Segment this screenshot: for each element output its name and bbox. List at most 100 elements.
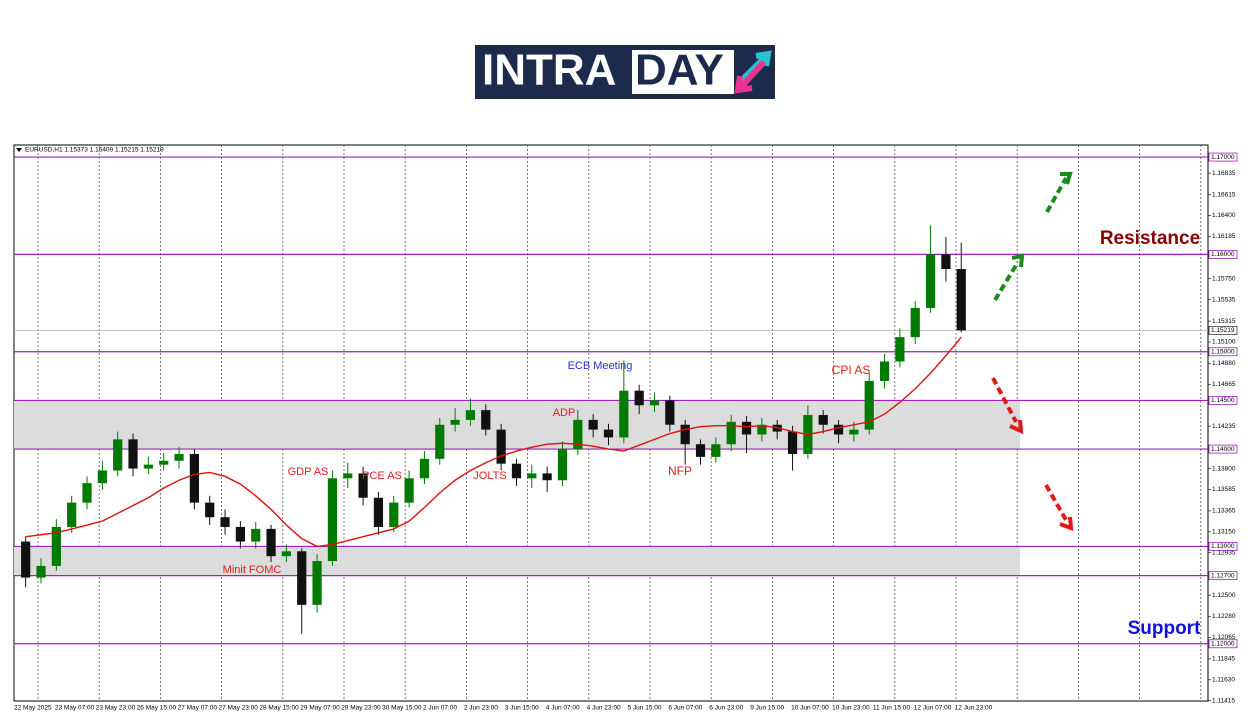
- x-tick-label: 12 Jun 23:00: [955, 705, 993, 712]
- x-tick-label: 11 Jun 15:00: [873, 705, 910, 712]
- candle-body: [511, 463, 522, 479]
- x-tick-label: 6 Jun 07:00: [668, 705, 702, 712]
- candle-body: [588, 419, 598, 430]
- y-tick-label: 1.12280: [1212, 613, 1236, 620]
- candle-body: [634, 390, 644, 406]
- candle-body: [266, 528, 276, 557]
- arrow-head: [1060, 172, 1073, 185]
- y-tick-label: 1.16615: [1212, 191, 1236, 198]
- candle-body: [82, 483, 92, 503]
- level-label: 1.17000: [1211, 154, 1235, 161]
- y-tick-label: 1.11630: [1212, 676, 1235, 683]
- candle-body: [327, 478, 338, 562]
- x-tick-label: 9 Jun 15:00: [750, 705, 784, 712]
- x-tick-label: 4 Jun 07:00: [546, 705, 580, 712]
- candle-body: [726, 421, 736, 445]
- y-tick-label: 1.16185: [1212, 233, 1236, 240]
- level-box: [1208, 347, 1238, 357]
- arrow: [991, 377, 1018, 423]
- x-tick-label: 2 Jun 07:00: [423, 705, 457, 712]
- y-tick-label: 1.14665: [1212, 381, 1236, 388]
- arrow: [1044, 484, 1068, 521]
- y-tick-label: 1.12935: [1212, 549, 1236, 556]
- annotation: JOLTS: [473, 470, 506, 482]
- candle-body: [925, 254, 936, 308]
- candle-body: [496, 429, 506, 464]
- annotation: ECB Meeting: [568, 360, 633, 372]
- x-tick-label: 6 Jun 23:00: [709, 705, 743, 712]
- x-tick-label: 29 May 23:00: [341, 705, 381, 712]
- x-tick-label: 23 May 23:00: [96, 705, 136, 712]
- y-tick-label: 1.11845: [1212, 656, 1235, 663]
- level-box: [1208, 542, 1238, 551]
- y-tick-label: 1.14880: [1212, 360, 1236, 367]
- candle-body: [833, 424, 844, 435]
- x-tick-label: 10 Jun 23:00: [832, 705, 870, 712]
- y-tick-label: 1.15100: [1212, 339, 1236, 346]
- candle-body: [711, 444, 721, 457]
- level-label: 1.12000: [1211, 640, 1235, 647]
- candle-body: [36, 565, 46, 578]
- logo-text: DAY: [635, 46, 724, 95]
- annotation: ADP: [553, 407, 576, 419]
- candle-body: [757, 424, 767, 435]
- candle-body: [235, 526, 245, 542]
- candle-body: [159, 460, 169, 465]
- level-box: [1208, 639, 1238, 649]
- candle-body: [695, 444, 706, 457]
- candle-body: [143, 464, 153, 469]
- level-label: 1.13000: [1211, 543, 1235, 550]
- y-tick-label: 1.15315: [1212, 318, 1236, 325]
- x-tick-label: 30 May 15:00: [382, 705, 422, 712]
- logo-arrow: [734, 59, 767, 94]
- candle-body: [404, 478, 414, 503]
- candle-body: [297, 551, 307, 605]
- x-tick-label: 29 May 07:00: [300, 705, 340, 712]
- candle-body: [649, 400, 660, 406]
- candle-body: [573, 419, 583, 450]
- annotation: GDP AS: [288, 466, 329, 478]
- candle-body: [665, 400, 675, 425]
- x-tick-label: 27 May 07:00: [178, 705, 218, 712]
- candle-body: [895, 337, 905, 362]
- arrow: [1045, 177, 1068, 213]
- candle-body: [67, 502, 77, 527]
- y-tick-label: 1.14235: [1212, 423, 1236, 430]
- y-tick-label: 1.15750: [1212, 275, 1236, 282]
- candle-body: [358, 473, 368, 498]
- level-label: 1.14000: [1211, 446, 1235, 453]
- candle-body: [251, 528, 261, 542]
- candle-body: [189, 453, 199, 503]
- candle-body: [849, 429, 859, 435]
- x-tick-label: 28 May 15:00: [259, 705, 299, 712]
- candle-body: [680, 424, 690, 445]
- candle-body: [220, 517, 230, 527]
- level-box: [1208, 152, 1238, 162]
- y-tick-label: 1.13800: [1212, 465, 1236, 472]
- annotation: CPI AS: [832, 363, 871, 377]
- y-tick-label: 1.12500: [1212, 592, 1236, 599]
- candle-body: [818, 415, 828, 425]
- x-tick-label: 23 May 07:00: [55, 705, 95, 712]
- candle-body: [450, 419, 460, 425]
- candle-body: [527, 473, 537, 479]
- y-tick-label: 1.13585: [1212, 486, 1236, 493]
- y-tick-label: 1.13150: [1212, 529, 1236, 536]
- annotation: Minit FOMC: [223, 564, 282, 576]
- candle-body: [619, 390, 629, 438]
- arrows: [991, 172, 1074, 531]
- arrow: [993, 260, 1020, 302]
- level-box: [1208, 396, 1238, 405]
- candle-body: [21, 541, 31, 578]
- annotation: PCE AS: [362, 470, 402, 482]
- logo: INTRA DAY: [475, 45, 775, 99]
- zone: [14, 546, 1020, 576]
- candle-body: [941, 254, 951, 270]
- y-tick-label: 1.11415: [1212, 697, 1235, 704]
- candle-body: [312, 561, 322, 605]
- menu-icon: [16, 148, 22, 152]
- level-box: [1208, 444, 1238, 454]
- plot: 1.16835 1.16615 1.16400 1.16185 1.15750 1.155…: [14, 152, 1238, 712]
